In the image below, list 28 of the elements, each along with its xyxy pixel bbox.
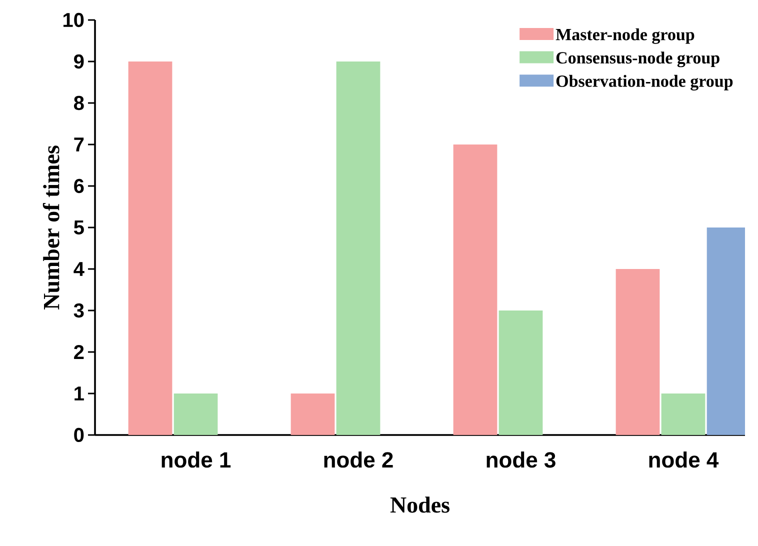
bar: [498, 310, 543, 435]
y-tick-label: 3: [74, 303, 84, 318]
y-tick-label: 9: [74, 54, 84, 69]
x-tick-label: node 1: [162, 452, 231, 468]
y-tick-label: 2: [74, 345, 84, 359]
legend-label: Consensus-node group: [556, 52, 720, 68]
y-axis-title: Number of times: [42, 146, 60, 310]
y-tick-label: 1: [74, 386, 84, 400]
y-tick-label: 4: [74, 262, 84, 276]
bar: [616, 268, 660, 435]
bar: [290, 393, 335, 435]
y-tick-label: 7: [74, 138, 84, 152]
bar: [128, 61, 172, 435]
x-tick-label: node 3: [486, 452, 556, 468]
x-axis-title: Nodes: [390, 496, 450, 513]
y-tick-label: 6: [74, 178, 84, 194]
x-tick-label: node 4: [649, 452, 719, 468]
y-tick-label: 10: [63, 12, 84, 28]
bar: [336, 61, 380, 435]
y-tick-label: 8: [74, 96, 84, 110]
bar: [661, 393, 706, 435]
legend-label: Observation-node group: [556, 74, 733, 90]
bar: [174, 393, 218, 435]
y-tick-label: 0: [74, 428, 84, 442]
bar: [453, 144, 498, 435]
y-tick-label: 5: [74, 220, 84, 234]
legend-label: Master-node group: [556, 28, 694, 44]
x-tick-label: node 2: [324, 452, 393, 468]
